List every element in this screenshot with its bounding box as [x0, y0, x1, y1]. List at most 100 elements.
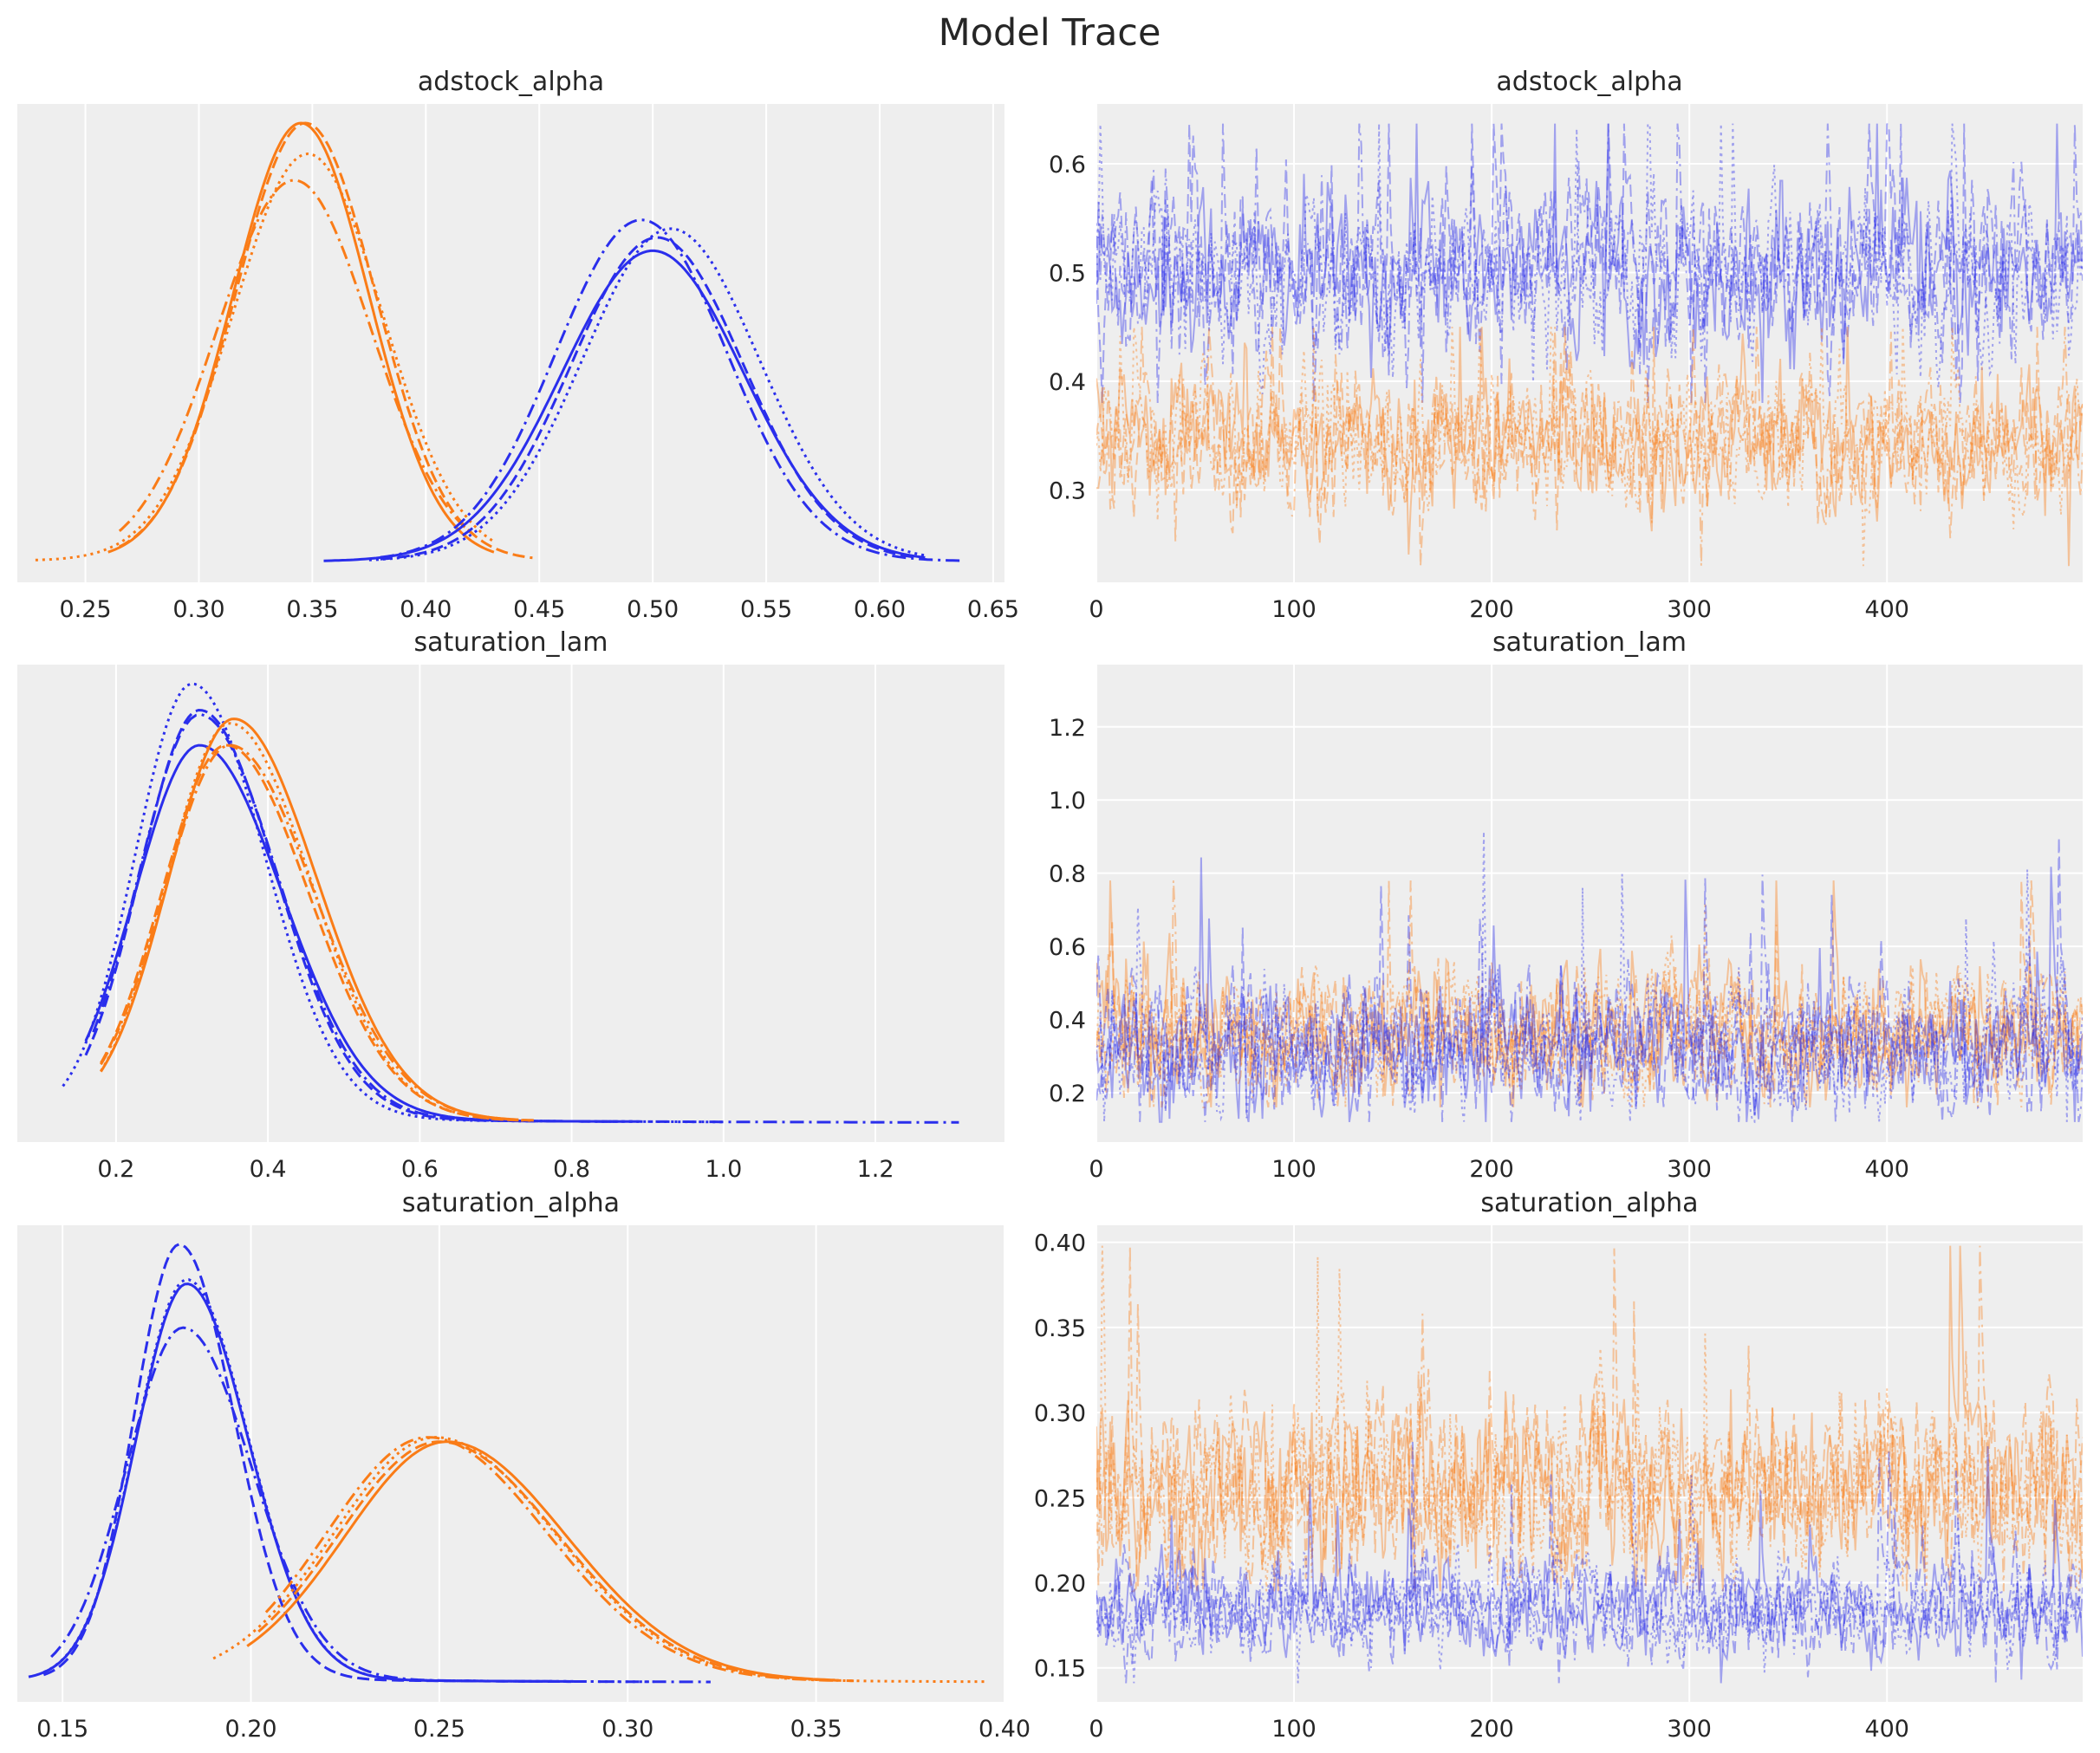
trace-line-group_a-chain-2 — [1096, 121, 2083, 395]
x-tick-label: 0.30 — [172, 596, 224, 623]
x-tick-label: 1.0 — [705, 1156, 742, 1183]
kde-line-group_b-chain-2 — [35, 152, 495, 562]
trace-line-group_a-chain-3 — [1096, 874, 2083, 1122]
x-tick-label: 1.2 — [857, 1156, 894, 1183]
kde-line-group_a-chain-3 — [380, 218, 964, 562]
y-tick-label: 0.2 — [1049, 1081, 1086, 1107]
x-tick-label: 100 — [1271, 1156, 1317, 1183]
kde-panel-saturation_lam: 0.2 0.4 0.6 0.8 1.0 1.2 saturation_lam — [17, 627, 1004, 1183]
trace-line-group_b-chain-0 — [1096, 880, 2083, 1107]
x-tick-label: 0.4 — [250, 1156, 287, 1183]
x-tick-label: 400 — [1864, 1716, 1909, 1743]
y-tick-label: 0.20 — [1034, 1571, 1086, 1598]
x-tick-label: 0.45 — [513, 596, 565, 623]
x-tick-label: 200 — [1469, 1156, 1514, 1183]
x-tick-label: 200 — [1469, 1716, 1514, 1743]
kde-panel-title: saturation_lam — [414, 627, 608, 658]
trace-line-group_b-chain-2 — [1096, 902, 2083, 1108]
kde-line-group_b-chain-3 — [118, 179, 472, 535]
figure-title: Model Trace — [939, 11, 1161, 55]
kde-line-group_b-chain-1 — [100, 743, 519, 1122]
x-tick-label: 400 — [1864, 1156, 1909, 1183]
x-tick-label: 0.30 — [601, 1716, 653, 1743]
trace-lines — [1096, 1245, 2083, 1684]
x-tick-label: 0.35 — [790, 1716, 842, 1743]
trace-panel-saturation_lam: 0 100 200 300 400 0.2 0.4 0.6 0.8 1.0 1.2 saturatio… — [1049, 627, 2083, 1183]
x-tick-label: 200 — [1469, 596, 1514, 623]
trace-line-group_a-chain-0 — [1096, 857, 2083, 1123]
plot-background — [17, 1225, 1004, 1702]
trace-line-group_a-chain-3 — [1096, 123, 2083, 404]
kde-line-group_b-chain-2 — [212, 1436, 986, 1684]
x-tick-label: 0.2 — [97, 1156, 134, 1183]
trace-line-group_a-chain-1 — [1096, 123, 2083, 404]
trace-panel-title: saturation_lam — [1492, 627, 1687, 658]
x-tick-label: 0 — [1089, 1156, 1103, 1183]
x-tick-label: 100 — [1271, 596, 1317, 623]
kde-line-group_a-chain-2 — [62, 682, 724, 1124]
trace-panel-title: saturation_alpha — [1480, 1188, 1698, 1218]
x-tick-label: 0.60 — [854, 596, 906, 623]
x-tick-label: 300 — [1667, 1156, 1712, 1183]
y-tick-label: 0.6 — [1049, 152, 1086, 179]
x-tick-label: 300 — [1667, 596, 1712, 623]
y-tick-label: 1.0 — [1049, 788, 1086, 815]
x-tick-label: 0.15 — [36, 1716, 88, 1743]
y-tick-label: 0.4 — [1049, 369, 1086, 396]
trace-line-group_a-chain-1 — [1096, 837, 2083, 1122]
plot-background — [17, 665, 1004, 1142]
y-tick-label: 0.15 — [1034, 1656, 1086, 1683]
trace-line-group_b-chain-0 — [1096, 1245, 2083, 1592]
kde-line-group_b-chain-3 — [264, 1436, 835, 1682]
trace-panel-adstock_alpha: 0 100 200 300 400 0.3 0.4 0.5 0.6 adstock_alpha — [1049, 67, 2083, 623]
x-tick-label: 300 — [1667, 1716, 1712, 1743]
kde-panel-title: saturation_alpha — [402, 1188, 620, 1218]
trace-lines — [1096, 121, 2083, 567]
kde-panel-adstock_alpha: 0.25 0.30 0.35 0.40 0.45 0.50 0.55 0.60 0.65 adst… — [17, 67, 1019, 623]
plot-background — [17, 104, 1004, 582]
y-tick-label: 0.5 — [1049, 260, 1086, 287]
trace-panel-title: adstock_alpha — [1496, 67, 1682, 97]
plot-background — [1096, 665, 2083, 1142]
trace-panel-saturation_alpha: 0 100 200 300 400 0.15 0.20 0.25 0.30 0.35 0.40 sat… — [1034, 1188, 2083, 1743]
trace-lines — [1096, 831, 2083, 1124]
trace-line-group_b-chain-3 — [1096, 880, 2083, 1108]
x-tick-label: 0 — [1089, 1716, 1103, 1743]
y-tick-label: 0.40 — [1034, 1230, 1086, 1257]
y-tick-label: 0.35 — [1034, 1315, 1086, 1342]
trace-line-group_a-chain-0 — [1096, 1445, 2083, 1684]
panels-container: 0.25 0.30 0.35 0.40 0.45 0.50 0.55 0.60 0.65adst… — [17, 67, 2083, 1743]
y-tick-label: 0.8 — [1049, 861, 1086, 888]
kde-line-group_b-chain-0 — [246, 1440, 835, 1682]
x-tick-label: 0.8 — [553, 1156, 590, 1183]
x-tick-label: 0.6 — [401, 1156, 439, 1183]
y-tick-label: 0.4 — [1049, 1008, 1086, 1035]
x-tick-label: 0.20 — [224, 1716, 276, 1743]
x-tick-label: 0.40 — [978, 1716, 1030, 1743]
y-tick-label: 1.2 — [1049, 715, 1086, 742]
kde-line-group_a-chain-2 — [368, 227, 926, 562]
y-tick-label: 0.30 — [1034, 1400, 1086, 1427]
x-tick-label: 0.65 — [967, 596, 1019, 623]
y-tick-label: 0.25 — [1034, 1485, 1086, 1512]
plot-background — [1096, 104, 2083, 582]
y-tick-label: 0.6 — [1049, 934, 1086, 961]
trace-line-group_b-chain-1 — [1096, 1301, 2083, 1593]
kde-line-group_b-chain-2 — [100, 722, 534, 1122]
kde-panel-title: adstock_alpha — [418, 67, 604, 97]
kde-line-group_a-chain-0 — [323, 249, 926, 562]
kde-panel-saturation_alpha: 0.15 0.20 0.25 0.30 0.35 0.40 saturation_alpha — [17, 1188, 1030, 1743]
x-tick-label: 0.35 — [286, 596, 338, 623]
x-tick-label: 0.25 — [413, 1716, 465, 1743]
plot-background — [1096, 1225, 2083, 1702]
x-tick-label: 100 — [1271, 1716, 1317, 1743]
x-tick-label: 400 — [1864, 596, 1909, 623]
x-tick-label: 0 — [1089, 596, 1103, 623]
x-tick-label: 0.50 — [627, 596, 679, 623]
trace-line-group_a-chain-3 — [1096, 1451, 2083, 1684]
trace-line-group_b-chain-0 — [1096, 327, 2083, 567]
trace-line-group_a-chain-0 — [1096, 123, 2083, 404]
trace-line-group_a-chain-1 — [1096, 1441, 2083, 1684]
trace-line-group_a-chain-2 — [1096, 1474, 2083, 1684]
